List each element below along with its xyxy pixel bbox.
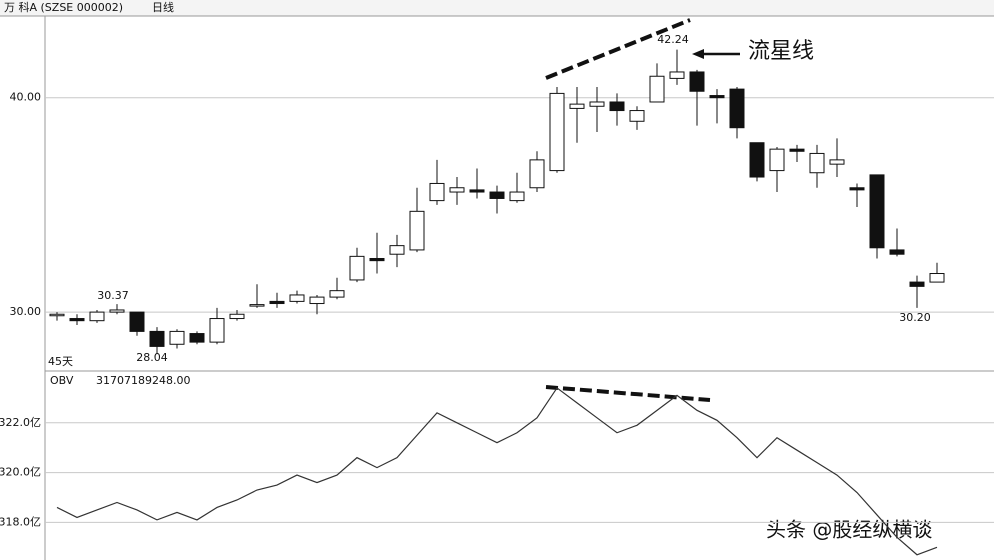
candle-body [229,313,245,320]
candle-body [329,290,345,298]
candle-body [169,330,185,345]
candle-body [209,318,225,343]
chart-title: 万 科A (SZSE 000002) [4,0,123,14]
candle-body [749,142,765,178]
trend-line [545,18,691,80]
annotation: 28.04 [136,351,168,364]
candle-body [69,318,85,322]
arrow-head [692,49,704,59]
obv-line [56,387,938,556]
candle-body [809,152,825,174]
candle-body [309,296,325,305]
y-tick-label: 40.00 [10,91,42,104]
annotation: 流星线 [748,39,814,64]
candle-body [49,313,65,317]
candle-body [129,311,145,332]
candle-body [429,182,445,202]
period-selector[interactable]: 日线 [152,0,174,14]
watermark: 头条 @股经纵横谈 [766,518,932,542]
candle-body [789,148,805,152]
period-count: 45天 [48,355,73,368]
candle-body [589,101,605,107]
candle-body [409,210,425,251]
candle-body [249,304,265,307]
y-tick-label: 322.0亿 [0,416,41,429]
candle-body [709,95,725,99]
annotation: 42.24 [657,33,689,46]
y-tick-label: 320.0亿 [0,466,41,479]
indicator-name[interactable]: OBV [50,374,74,387]
candle-body [489,191,505,199]
candle-body [529,159,545,189]
annotation: 30.20 [899,311,931,324]
y-tick-label: 318.0亿 [0,515,41,528]
indicator-value: 31707189248.00 [96,374,190,387]
candle-body [629,110,645,122]
candle-body [769,148,785,172]
candle-body [369,258,385,262]
candle-body [869,174,885,249]
candle-body [729,88,745,129]
candle-body [469,189,485,193]
toolbar [0,0,994,16]
candle-body [849,187,865,191]
annotation: 30.37 [97,289,129,302]
candle-body [389,245,405,255]
candle-body [549,92,565,172]
candle-body [569,103,585,109]
candle-body [669,71,685,79]
candle-body [909,281,925,287]
trend-line [545,385,711,402]
y-tick-label: 30.00 [10,305,42,318]
candle-body [109,309,125,313]
candle-body [269,300,285,305]
candle-body [149,330,165,347]
candle-body [929,273,945,283]
candle-body [889,249,905,255]
candle-body [649,75,665,103]
candle-body [689,71,705,92]
candle-body [349,255,365,281]
candle-body [449,187,465,193]
candle-body [89,311,105,322]
candle-body [509,191,525,202]
candle-body [829,159,845,165]
candle-body [289,294,305,302]
candle-body [609,101,625,112]
candle-body [189,333,205,343]
